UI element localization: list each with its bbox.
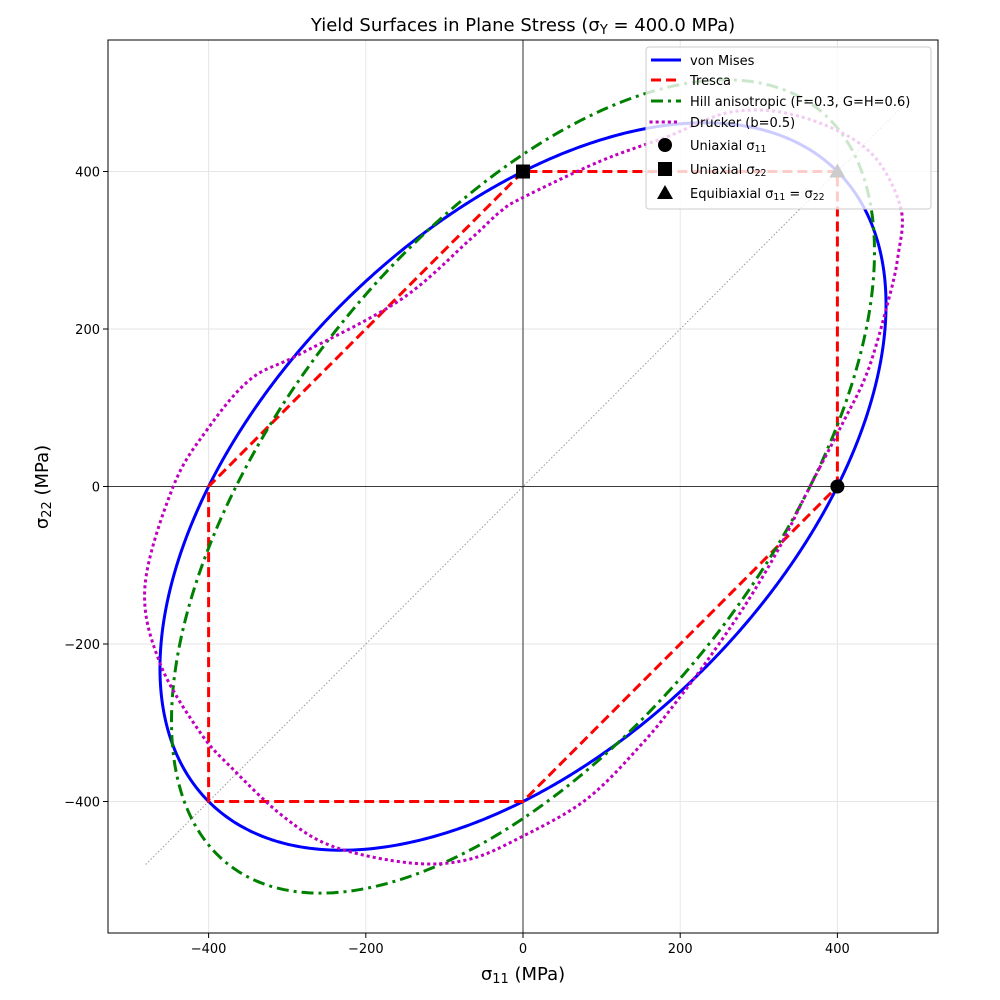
tresca-curve	[207, 170, 839, 803]
x-tick-label: 0	[519, 942, 527, 957]
y-tick-label: 0	[92, 481, 100, 496]
x-axis-label: σ11 (MPa)	[481, 964, 565, 987]
legend-marker	[658, 138, 672, 152]
x-tick-label: 200	[668, 942, 693, 957]
legend-box	[645, 46, 932, 210]
x-tick-label: −200	[348, 942, 384, 957]
uniaxial-s22-marker	[516, 164, 530, 179]
text-part: Equibiaxial σ	[690, 187, 773, 202]
uniaxial-s11-marker	[830, 479, 845, 494]
text-part: (MPa)	[32, 445, 53, 501]
subscript: 22	[40, 501, 55, 517]
legend-label: Equibiaxial σ11 = σ22	[690, 187, 825, 203]
text-part: Drucker (b=0.5)	[690, 116, 795, 131]
text-part: von Mises	[690, 54, 755, 69]
legend-label: Tresca	[689, 74, 731, 89]
subscript: 22	[755, 168, 767, 179]
subscript: 11	[492, 972, 508, 987]
text-part: (MPa)	[509, 964, 565, 985]
subscript: 11	[755, 144, 767, 155]
y-tick-label: −400	[64, 795, 100, 810]
legend-label: Hill anisotropic (F=0.3, G=H=0.6)	[690, 95, 910, 110]
chart-title: Yield Surfaces in Plane Stress (σY = 400…	[310, 15, 735, 38]
text-part: Uniaxial σ	[690, 139, 755, 154]
equibiaxial-reference-line	[145, 108, 901, 865]
subscript: 11	[773, 192, 785, 203]
text-part: Hill anisotropic (F=0.3, G=H=0.6)	[690, 95, 910, 110]
legend-marker	[657, 185, 673, 199]
hill-curve	[169, 78, 877, 895]
subscript: 22	[813, 192, 825, 203]
y-tick-label: 400	[75, 166, 100, 181]
y-axis-label: σ22 (MPa)	[32, 445, 55, 529]
text-part: = σ	[785, 187, 812, 202]
legend-marker	[658, 162, 672, 176]
text-part: σ	[481, 964, 492, 985]
legend-label: von Mises	[690, 54, 755, 69]
ticks: −400 −200 0 200 400 −400 −200 0 200 400	[64, 166, 850, 957]
y-tick-label: −200	[64, 638, 100, 653]
x-tick-label: −400	[191, 942, 227, 957]
text-part: σ	[32, 518, 53, 529]
legend: von Mises Tresca Hill anisotropic (F=0.3, …	[645, 46, 932, 210]
text-part: Uniaxial σ	[690, 163, 755, 178]
y-tick-label: 200	[75, 323, 100, 338]
subscript: Y	[599, 23, 608, 38]
text-part: = 400.0 MPa)	[608, 15, 735, 36]
x-tick-label: 400	[825, 942, 850, 957]
legend-label: Uniaxial σ11	[690, 139, 767, 155]
text-part: Yield Surfaces in Plane Stress (σ	[310, 15, 600, 36]
legend-label: Drucker (b=0.5)	[690, 116, 795, 131]
text-part: Tresca	[689, 74, 731, 89]
legend-label: Uniaxial σ22	[690, 163, 767, 179]
